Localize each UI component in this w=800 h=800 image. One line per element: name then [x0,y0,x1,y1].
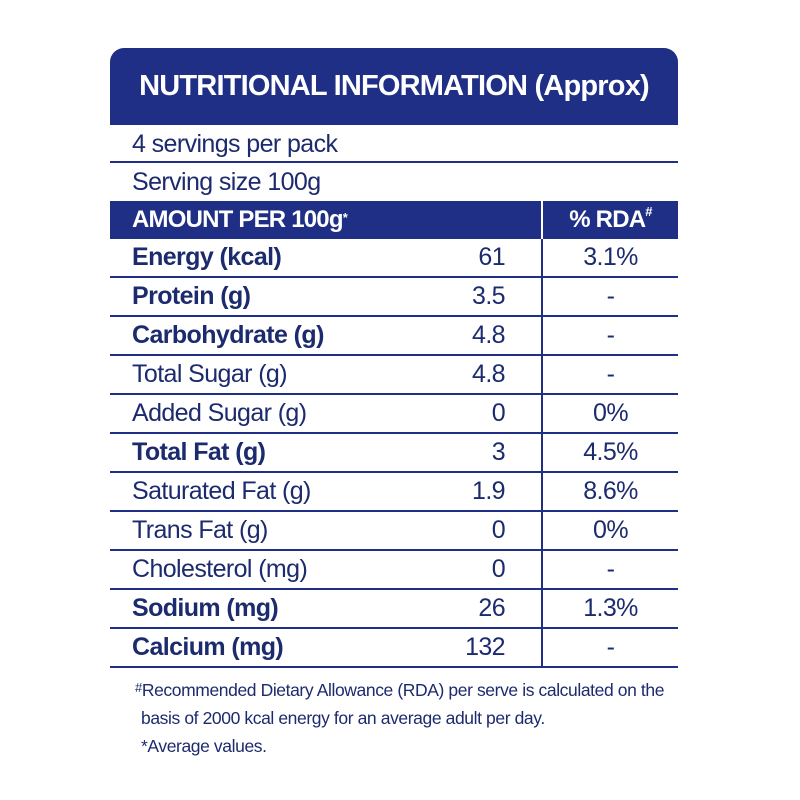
table-row: Carbohydrate (g) 4.8 - [110,317,678,356]
nutrient-rda: - [606,321,615,349]
amount-footnote-mark: * [342,210,348,225]
nutrient-name: Energy (kcal) [132,243,282,271]
table-row: Calcium (mg) 132 - [110,629,678,668]
table-row: Protein (g) 3.5 - [110,278,678,317]
table-row: Sodium (mg) 26 1.3% [110,590,678,629]
nutrient-name: Sodium (mg) [132,594,279,622]
rda-footnote-symbol: # [135,680,142,695]
rda-footnote-text: Recommended Dietary Allowance (RDA) per … [141,680,665,700]
table-row: Total Fat (g) 3 4.5% [110,434,678,473]
footnotes: #Recommended Dietary Allowance (RDA) per… [135,676,664,760]
nutrient-value: 4.8 [385,356,543,393]
nutrient-name: Total Sugar (g) [132,360,288,388]
rda-footnote-line1: #Recommended Dietary Allowance (RDA) per… [135,676,664,704]
rda-footnote-mark: # [645,204,652,219]
nutrient-name: Calcium (mg) [132,633,284,661]
nutrient-value: 0 [385,395,543,432]
nutrient-name: Added Sugar (g) [132,399,307,427]
rda-header: % RDA# [543,204,678,234]
table-row: Added Sugar (g) 0 0% [110,395,678,434]
nutrient-rda: - [606,633,615,661]
nutrient-value: 4.8 [385,317,543,354]
amount-header-label: AMOUNT PER 100g [132,206,344,233]
nutrient-name: Trans Fat (g) [132,516,268,544]
serving-size: Serving size 100g [132,168,321,196]
table-row: Saturated Fat (g) 1.9 8.6% [110,473,678,512]
nutrient-value: 26 [385,590,543,627]
nutrient-name: Saturated Fat (g) [132,477,311,505]
table-row: Total Sugar (g) 4.8 - [110,356,678,395]
nutrient-rda: 1.3% [583,594,638,622]
nutrient-rda: 0% [593,516,629,544]
column-header: AMOUNT PER 100g* % RDA# [110,201,678,239]
nutrient-name: Protein (g) [132,282,251,310]
nutrient-value: 3.5 [385,278,543,315]
nutrient-rda: - [606,360,615,388]
nutrient-name: Total Fat (g) [132,438,266,466]
nutrient-rda: 4.5% [583,438,638,466]
average-footnote: *Average values. [141,736,267,756]
nutrient-value: 61 [385,239,543,276]
table-row: Energy (kcal) 61 3.1% [110,239,678,278]
amount-header: AMOUNT PER 100g* [110,201,543,239]
nutrient-value: 0 [385,512,543,549]
nutrient-rda: 3.1% [583,243,638,271]
nutrient-value: 132 [385,629,543,666]
nutrient-name: Cholesterol (mg) [132,555,308,583]
nutrient-value: 0 [385,551,543,588]
nutrient-rda: 0% [593,399,629,427]
panel-title: NUTRITIONAL INFORMATION (Approx) [110,48,678,125]
nutrient-table: Energy (kcal) 61 3.1% Protein (g) 3.5- Carboh… [110,239,678,668]
nutrient-rda: - [606,282,615,310]
nutrition-panel: NUTRITIONAL INFORMATION (Approx) 4 servi… [110,48,678,668]
nutrient-value: 1.9 [385,473,543,510]
table-row: Cholesterol (mg) 0 - [110,551,678,590]
rda-header-label: % RDA [569,206,646,233]
rda-footnote-line2: basis of 2000 kcal energy for an average… [141,708,545,728]
nutrient-name: Carbohydrate (g) [132,321,324,349]
servings-per-pack: 4 servings per pack [110,125,678,163]
table-row: Trans Fat (g) 0 0% [110,512,678,551]
nutrient-rda: - [606,555,615,583]
nutrient-rda: 8.6% [583,477,638,505]
nutrient-value: 3 [385,434,543,471]
